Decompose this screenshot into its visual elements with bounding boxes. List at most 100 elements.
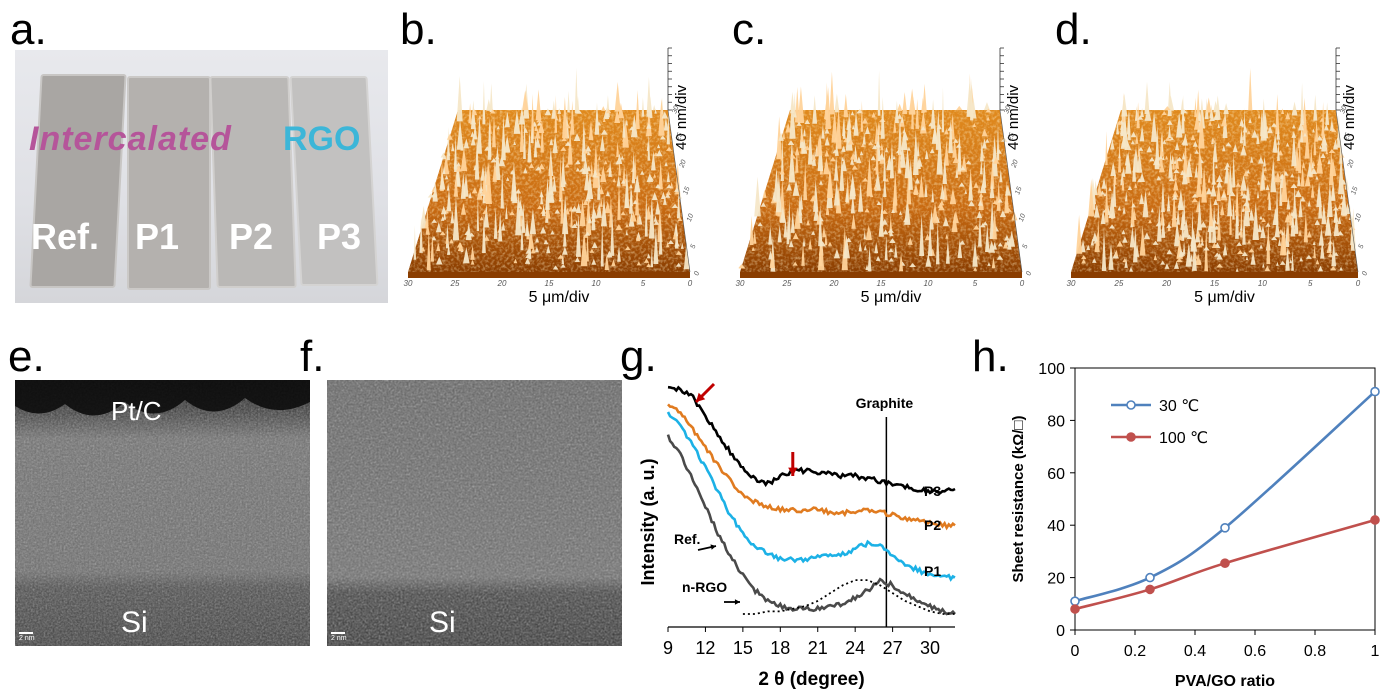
afm-bottom-tick: 10	[592, 279, 601, 288]
afm-bottom-tick: 20	[497, 279, 507, 288]
xrd-series-p1	[666, 411, 956, 582]
tem-label-si-f: Si	[429, 606, 456, 639]
afm-bottom-tick: 15	[545, 279, 554, 288]
sheet-series-line-1	[1074, 518, 1376, 611]
tem-label-si-e: Si	[121, 606, 148, 639]
afm-side-tick: 0	[1361, 271, 1369, 277]
panel-letter-a: a.	[10, 5, 47, 54]
afm-side-tick: 25	[675, 132, 685, 143]
tem-image-f: Si 2 nm	[327, 380, 622, 646]
afm-bottom-tick: 25	[1113, 279, 1123, 288]
sheet-x-tick-label: 0.2	[1124, 643, 1146, 660]
sheet-y-tick-label: 100	[1038, 361, 1065, 378]
afm-bottom-tick: 5	[1308, 279, 1313, 288]
scale-bar-f	[331, 632, 345, 634]
sheet-data-point	[1145, 572, 1155, 583]
sheet-x-tick-label: 0.6	[1244, 643, 1266, 660]
xrd-label-p2: P2	[924, 517, 941, 533]
sheet-x-tick-label: 0	[1071, 643, 1080, 660]
afm-side-tick: 20	[1010, 159, 1020, 170]
sheet-data-point	[1070, 596, 1080, 606]
afm-bottom-tick: 0	[1020, 279, 1025, 288]
panel-letter-g: g.	[620, 332, 657, 381]
afm-side-tick: 25	[1343, 132, 1353, 143]
afm-bottom-tick: 25	[450, 279, 460, 288]
sheet-data-point	[1370, 515, 1380, 525]
afm-z-scale-label: 40 nm/div	[1341, 84, 1358, 150]
graphite-label: Graphite	[856, 395, 914, 411]
xrd-x-tick-label: 21	[808, 638, 828, 658]
panel-a-photo: Intercalated RGO Ref. P1 P2 P3	[15, 50, 388, 303]
sheet-y-tick-label: 80	[1047, 413, 1065, 430]
afm-bottom-tick: 0	[1356, 279, 1361, 288]
xrd-red-arrow-1	[694, 382, 716, 404]
scale-bar-label-f: 2 nm	[331, 635, 347, 642]
panel-letter-f: f.	[300, 332, 325, 381]
afm-side-tick: 0	[693, 271, 701, 277]
xrd-label-p1: P1	[924, 563, 941, 579]
sheet-y-axis-label: Sheet resistance (kΩ/□)	[1010, 416, 1027, 583]
afm-xy-scale-label: 5 μm/div	[1194, 289, 1255, 306]
sheet-plot-frame	[1074, 367, 1376, 631]
afm-side-tick: 15	[1014, 186, 1023, 196]
xrd-x-tick-label: 9	[663, 638, 673, 658]
afm-bottom-tick: 15	[1210, 279, 1219, 288]
afm-bottom-tick: 5	[641, 279, 646, 288]
afm-side-tick: 30	[1339, 105, 1348, 115]
afm-bottom-tick: 5	[973, 279, 978, 288]
afm-bottom-tick: 30	[1067, 279, 1076, 288]
xrd-series-ref	[666, 434, 956, 616]
sheet-data-point	[1220, 558, 1230, 568]
sample-label-p3: P3	[317, 216, 362, 257]
sheet-legend-label: 100 ℃	[1159, 430, 1208, 447]
afm-bottom-tick: 15	[877, 279, 886, 288]
panel-letter-e: e.	[8, 332, 45, 381]
afm-side-tick: 5	[1358, 244, 1366, 250]
afm-xy-scale-label: 5 μm/div	[529, 289, 590, 306]
sheet-y-tick-label: 40	[1047, 518, 1065, 535]
afm-side-tick: 0	[1025, 271, 1033, 277]
afm-side-tick: 10	[686, 213, 695, 223]
sheet-series-line-0	[1074, 390, 1376, 603]
sheet-x-tick-label: 0.8	[1304, 643, 1326, 660]
xrd-series-p2	[667, 403, 956, 531]
sample-label-p2: P2	[229, 216, 274, 257]
photo-text-rgo: RGO	[283, 120, 361, 158]
sample-label-p1: P1	[135, 216, 180, 257]
xrd-series-n-rgo	[742, 579, 955, 615]
xrd-label-ref: Ref.	[674, 531, 700, 547]
afm-bottom-tick: 0	[688, 279, 693, 288]
xrd-arrow-nrgo	[724, 599, 740, 605]
afm-bottom-tick: 10	[924, 279, 933, 288]
tem-label-ptc: Pt/C	[111, 396, 162, 426]
xrd-arrow-ref	[697, 544, 717, 551]
xrd-x-tick-label: 27	[883, 638, 903, 658]
afm-bottom-tick: 20	[829, 279, 839, 288]
afm-side-tick: 20	[1346, 159, 1356, 170]
panel-letter-c: c.	[732, 5, 767, 54]
sheet-resistance-chart: 0 20 40 60 80 100 0 0.2 0.4 0.6 0.8 1 PVA/GO ratio Sh…	[1010, 361, 1380, 690]
afm-side-tick: 30	[671, 105, 680, 115]
xrd-x-axis-label: 2 θ (degree)	[758, 669, 864, 690]
afm-side-tick: 25	[1007, 132, 1017, 143]
panel-letter-h: h.	[972, 332, 1009, 381]
sheet-y-tick-label: 20	[1047, 571, 1065, 588]
photo-text-intercalated: Intercalated	[29, 120, 232, 158]
xrd-label-nrgo: n-RGO	[682, 579, 727, 595]
afm-side-tick: 5	[690, 244, 698, 250]
afm-bottom-tick: 20	[1161, 279, 1171, 288]
afm-side-tick: 15	[682, 186, 691, 196]
afm-bottom-tick: 25	[782, 279, 792, 288]
afm-side-tick: 10	[1354, 213, 1363, 223]
sheet-data-point	[1370, 386, 1380, 397]
afm-xy-scale-label: 5 μm/div	[861, 289, 922, 306]
xrd-x-tick-label: 15	[733, 638, 753, 658]
sheet-y-tick-label: 60	[1047, 466, 1065, 483]
sheet-x-tick-label: 0.4	[1184, 643, 1206, 660]
afm-side-tick: 30	[1003, 105, 1012, 115]
xrd-label-p3: P3	[924, 483, 941, 499]
scale-bar-label-e: 2 nm	[19, 635, 35, 642]
